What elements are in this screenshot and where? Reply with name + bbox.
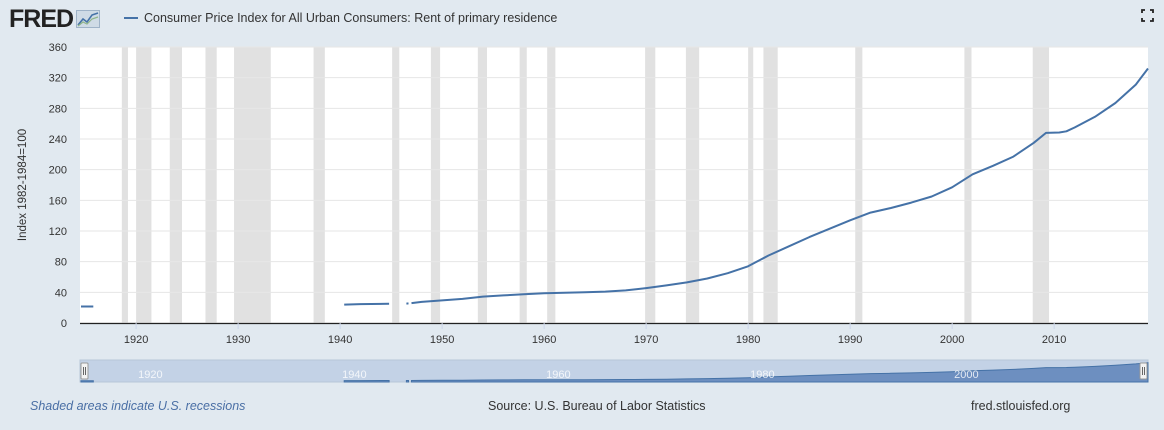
- x-tick-label: 1980: [736, 334, 760, 346]
- y-tick-label: 320: [49, 73, 67, 85]
- navigator-tick-label: 1980: [750, 369, 774, 381]
- series-line-segment: [411, 67, 1149, 305]
- recession-band: [313, 47, 325, 323]
- fred-sparkline-icon: [76, 10, 101, 28]
- navigator-series-area: [343, 379, 390, 383]
- navigator-series-area: [80, 380, 94, 383]
- y-tick-label: 160: [49, 195, 67, 207]
- x-tick-label: 1950: [430, 334, 454, 346]
- y-tick-label: 200: [49, 165, 67, 177]
- recession-band: [169, 47, 183, 323]
- y-tick-label: 280: [49, 103, 67, 115]
- series-line-segment: [344, 302, 390, 306]
- navigator-tick-label: 2000: [954, 369, 978, 381]
- site-link[interactable]: fred.stlouisfed.org: [971, 399, 1071, 413]
- fred-logo[interactable]: FRED: [9, 4, 101, 33]
- x-tick-label: 1960: [532, 334, 556, 346]
- recession-band: [855, 47, 863, 323]
- navigator-tick-label: 1920: [138, 369, 162, 381]
- navigator-handle-body: [80, 362, 89, 380]
- recession-band: [685, 47, 700, 323]
- legend-series-swatch: [124, 17, 138, 19]
- x-tick-label: 1940: [328, 334, 352, 346]
- recession-band: [392, 47, 400, 323]
- legend-series-label: Consumer Price Index for All Urban Consu…: [144, 11, 558, 25]
- recession-band: [1032, 47, 1050, 323]
- navigator-handle[interactable]: [80, 362, 89, 380]
- navigator-series-area: [411, 362, 1149, 383]
- x-tick-label: 1920: [124, 334, 148, 346]
- recession-band: [519, 47, 527, 323]
- recession-band: [964, 47, 972, 323]
- x-tick-label: 1990: [838, 334, 862, 346]
- navigator-series-area: [405, 380, 409, 383]
- y-tick-label: 40: [55, 287, 67, 299]
- navigator-handle-body: [1139, 362, 1148, 380]
- x-tick-label: 1970: [634, 334, 658, 346]
- fred-logo-text: FRED: [9, 4, 74, 33]
- x-tick-label: 2010: [1042, 334, 1066, 346]
- recession-band: [121, 47, 128, 323]
- x-tick-label: 1930: [226, 334, 250, 346]
- recession-band: [748, 47, 754, 323]
- recession-band: [763, 47, 778, 323]
- recession-band: [430, 47, 441, 323]
- source-note: Source: U.S. Bureau of Labor Statistics: [488, 399, 706, 413]
- recession-band: [547, 47, 556, 323]
- navigator-tick-label: 1960: [546, 369, 570, 381]
- y-tick-label: 240: [49, 134, 67, 146]
- recession-band: [234, 47, 271, 323]
- y-tick-label: 80: [55, 257, 67, 269]
- y-axis-label: Index 1982-1984=100: [17, 129, 29, 241]
- recession-band: [477, 47, 488, 323]
- navigator-tick-label: 1940: [342, 369, 366, 381]
- fullscreen-icon[interactable]: [1141, 9, 1154, 22]
- recession-band: [205, 47, 217, 323]
- y-tick-label: 360: [49, 42, 67, 54]
- recession-note[interactable]: Shaded areas indicate U.S. recessions: [30, 399, 246, 413]
- recession-band: [645, 47, 656, 323]
- recession-band: [136, 47, 152, 323]
- navigator-handle[interactable]: [1139, 362, 1148, 380]
- y-tick-label: 120: [49, 226, 67, 238]
- y-tick-label: 0: [61, 318, 67, 330]
- chart-legend[interactable]: Consumer Price Index for All Urban Consu…: [124, 10, 557, 26]
- x-tick-label: 2000: [940, 334, 964, 346]
